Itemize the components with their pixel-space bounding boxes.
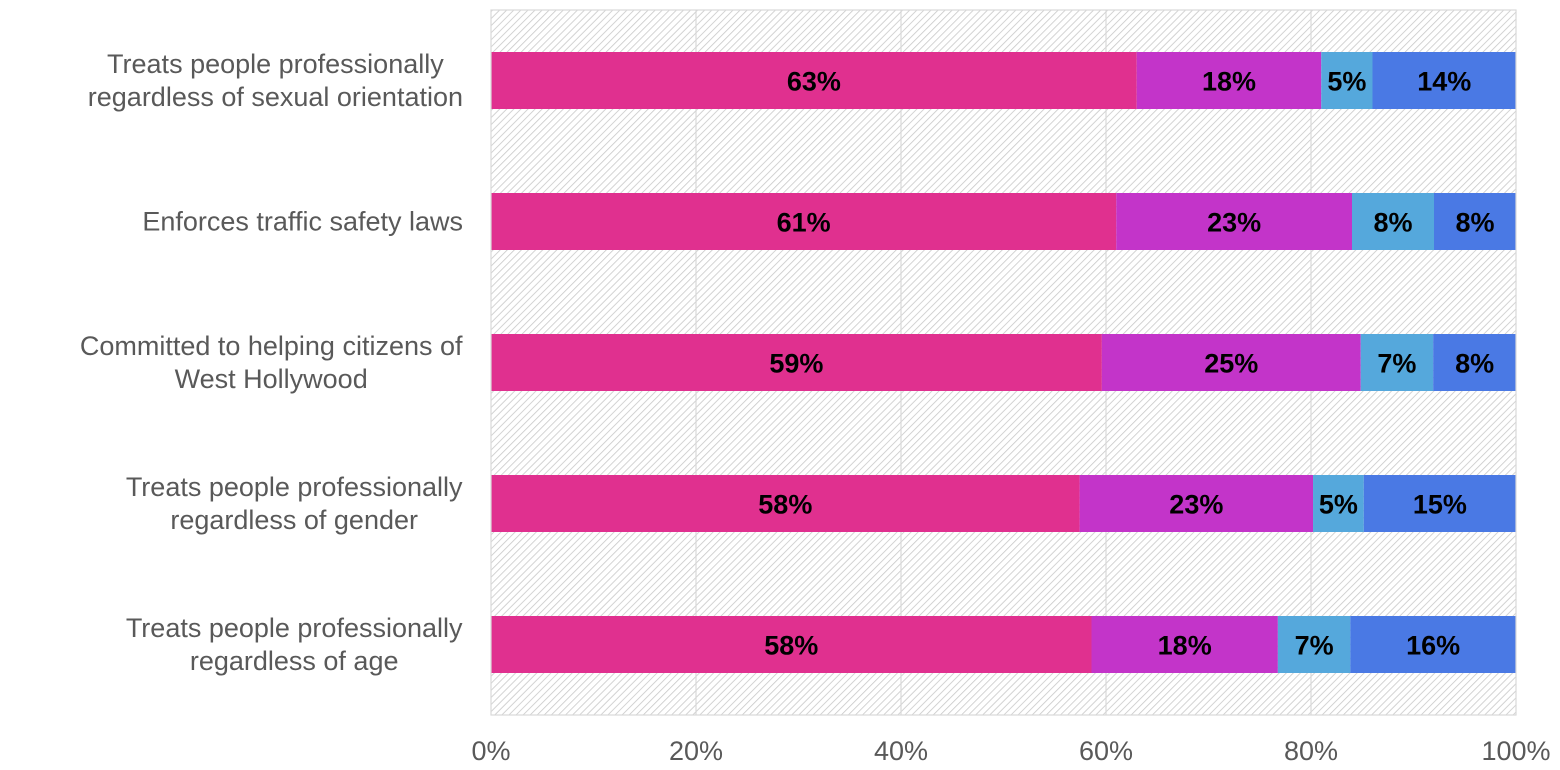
data-label: 8% bbox=[1455, 208, 1494, 238]
bar-segment bbox=[1277, 616, 1351, 673]
bar-segment bbox=[491, 334, 1102, 391]
bar-segment bbox=[1101, 334, 1361, 391]
bar-segment bbox=[1116, 193, 1352, 250]
bar-segment bbox=[1433, 334, 1516, 391]
data-label: 14% bbox=[1417, 67, 1471, 97]
bar-segment bbox=[1321, 52, 1373, 109]
bar-segment bbox=[491, 193, 1117, 250]
category-label-line: regardless of sexual orientation bbox=[88, 82, 463, 112]
bar-segment bbox=[1352, 193, 1434, 250]
bar-segment bbox=[1363, 475, 1516, 532]
category-label: Committed to helping citizens of West Hol… bbox=[80, 331, 463, 394]
category-label-line: regardless of gender bbox=[170, 505, 418, 535]
data-label: 18% bbox=[1202, 67, 1256, 97]
category-label-line: West Hollywood bbox=[175, 364, 368, 394]
bar-segment bbox=[1091, 616, 1278, 673]
bar-segment bbox=[1372, 52, 1516, 109]
category-label: Treats people professionally regardless o… bbox=[88, 49, 463, 112]
category-label: Enforces traffic safety laws bbox=[142, 207, 463, 237]
bar-segment bbox=[1079, 475, 1314, 532]
bar-segment bbox=[1360, 334, 1434, 391]
category-label-line: regardless of age bbox=[190, 646, 399, 676]
x-tick-label: 60% bbox=[1079, 736, 1133, 766]
bar-segment bbox=[491, 52, 1137, 109]
category-label-line: Treats people professionally bbox=[126, 613, 463, 643]
data-label: 5% bbox=[1319, 490, 1358, 520]
category-label-line: Committed to helping citizens of bbox=[80, 331, 463, 361]
data-label: 58% bbox=[764, 631, 818, 661]
plot-border bbox=[490, 9, 1517, 716]
bars: 63% 18% 5% 14% 61% 23% 8% 8% 59% 25% 7% 8% 58% 23% 5% 1… bbox=[491, 52, 1516, 673]
category-label-line: Treats people professionally bbox=[107, 49, 444, 79]
category-label-line: Treats people professionally bbox=[126, 472, 463, 502]
data-label: 25% bbox=[1204, 349, 1258, 379]
data-label: 15% bbox=[1413, 490, 1467, 520]
data-label: 16% bbox=[1406, 631, 1460, 661]
data-label: 7% bbox=[1295, 631, 1334, 661]
data-label: 23% bbox=[1207, 208, 1261, 238]
category-label: Treats people professionally regardless o… bbox=[126, 472, 463, 535]
x-tick-label: 80% bbox=[1284, 736, 1338, 766]
category-label: Treats people professionally regardless o… bbox=[126, 613, 463, 676]
data-label: 5% bbox=[1327, 67, 1366, 97]
data-label: 61% bbox=[777, 208, 831, 238]
x-tick-label: 0% bbox=[471, 736, 510, 766]
category-label-line: Enforces traffic safety laws bbox=[142, 207, 463, 237]
bar-segment bbox=[1434, 193, 1516, 250]
data-label: 8% bbox=[1455, 349, 1494, 379]
x-tick-label: 40% bbox=[874, 736, 928, 766]
data-label: 23% bbox=[1169, 490, 1223, 520]
bar-segment bbox=[491, 475, 1080, 532]
bar-segment bbox=[1136, 52, 1322, 109]
data-label: 7% bbox=[1377, 349, 1416, 379]
data-label: 18% bbox=[1158, 631, 1212, 661]
x-tick-label: 20% bbox=[669, 736, 723, 766]
data-label: 58% bbox=[758, 490, 812, 520]
bar-segment bbox=[491, 616, 1092, 673]
data-label: 8% bbox=[1373, 208, 1412, 238]
data-label: 63% bbox=[787, 67, 841, 97]
data-label: 59% bbox=[769, 349, 823, 379]
x-axis-tick-labels: 0% 20% 40% 60% 80% 100% bbox=[471, 736, 1550, 766]
category-labels: Treats people professionally regardless o… bbox=[80, 49, 463, 676]
bar-segment bbox=[1350, 616, 1516, 673]
bar-segment bbox=[1313, 475, 1364, 532]
x-tick-label: 100% bbox=[1481, 736, 1550, 766]
